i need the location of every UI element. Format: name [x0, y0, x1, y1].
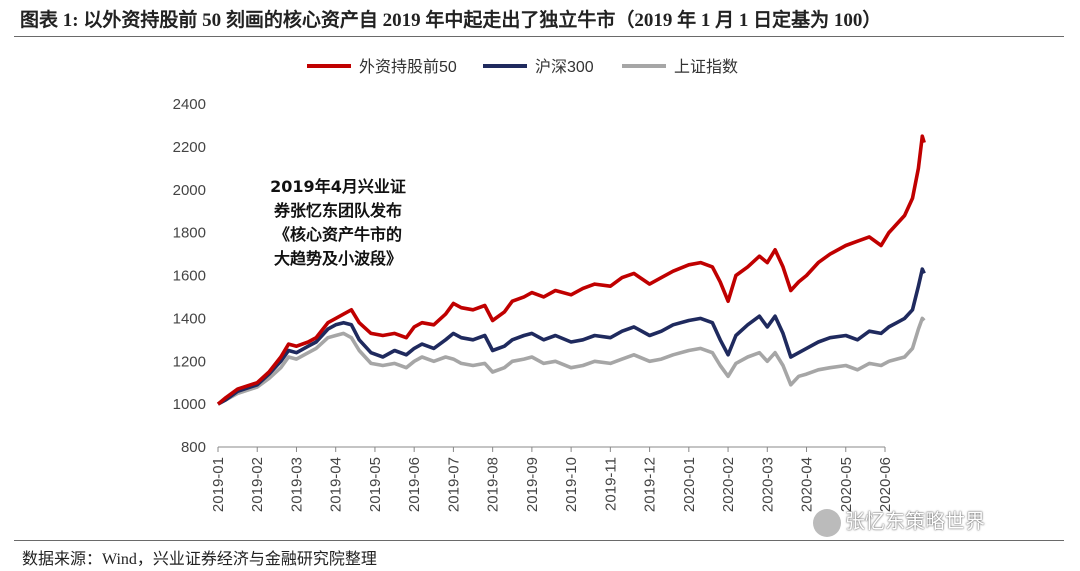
y-tick-label: 1400: [173, 310, 206, 327]
watermark-text: 张忆东策略世界: [845, 509, 985, 533]
series-line-1: [217, 267, 926, 406]
annotation-line: 2019年4月兴业证: [270, 177, 406, 196]
title-divider: [14, 36, 1064, 37]
x-tick-label: 2019-07: [445, 457, 462, 512]
legend-label: 外资持股前50: [359, 58, 457, 76]
watermark: 张忆东策略世界: [813, 505, 985, 537]
y-tick-label: 800: [181, 439, 206, 456]
legend-item: 沪深300: [483, 58, 594, 76]
x-tick-label: 2020-05: [838, 457, 855, 512]
x-tick-label: 2019-06: [406, 457, 423, 512]
annotation-line: 大趋势及小波段》: [274, 249, 402, 268]
x-tick-label: 2019-09: [524, 457, 541, 512]
legend-label: 上证指数: [674, 58, 738, 76]
x-axis: 2019-01 2019-02 2019-03 2019-04 2019-05 2019-…: [210, 446, 894, 512]
series-lines: [216, 134, 926, 406]
x-tick-label: 2020-06: [877, 457, 894, 512]
x-tick-label: 2019-04: [328, 457, 345, 512]
y-tick-label: 2400: [173, 96, 206, 113]
legend-label: 沪深300: [535, 58, 594, 76]
x-tick-label: 2019-11: [602, 457, 619, 511]
x-tick-label: 2020-03: [759, 457, 776, 512]
x-tick-label: 2019-01: [210, 457, 227, 512]
annotation-line: 券张忆东团队发布: [273, 201, 402, 220]
x-tick-label: 2019-02: [249, 457, 266, 512]
x-tick-label: 2019-05: [367, 457, 384, 512]
y-tick-label: 1800: [173, 225, 206, 242]
source-note: 数据来源：Wind，兴业证券经济与金融研究院整理: [22, 551, 377, 568]
y-tick-label: 2000: [173, 182, 206, 199]
annotation-line: 《核心资产牛市的: [274, 225, 402, 244]
legend-item: 外资持股前50: [307, 58, 457, 76]
series-line-2: [217, 316, 926, 406]
wechat-icon: [813, 508, 841, 537]
series-line-0: [216, 134, 926, 406]
y-tick-label: 1000: [173, 396, 206, 413]
x-tick-label: 2019-03: [288, 457, 305, 512]
x-tick-label: 2020-04: [799, 457, 816, 512]
y-axis: 800 1000 1200 1400 1600 1800 2000 2200 2400: [173, 96, 206, 456]
legend-item: 上证指数: [622, 58, 738, 76]
source-divider: [14, 540, 1064, 541]
x-tick-label: 2020-02: [720, 457, 737, 512]
x-tick-label: 2019-12: [642, 457, 659, 512]
y-tick-label: 2200: [173, 139, 206, 156]
x-tick-label: 2019-08: [485, 457, 502, 512]
x-tick-label: 2019-10: [563, 457, 580, 512]
legend: 外资持股前50 沪深300 上证指数: [307, 58, 738, 76]
chart-title: 图表 1: 以外资持股前 50 刻画的核心资产自 2019 年中起走出了独立牛市…: [20, 10, 882, 31]
y-tick-label: 1200: [173, 353, 206, 370]
y-tick-label: 1600: [173, 268, 206, 285]
x-tick-label: 2020-01: [681, 457, 698, 512]
